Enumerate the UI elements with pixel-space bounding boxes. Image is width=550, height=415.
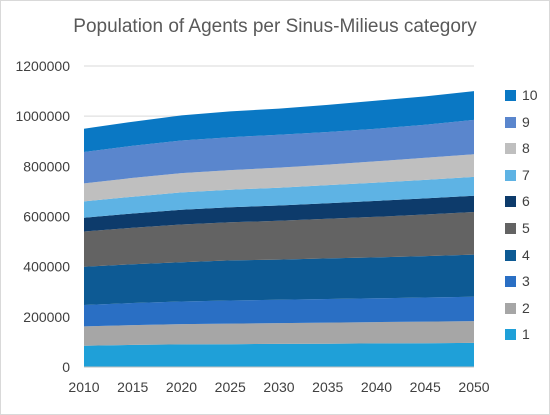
legend-item-8: 8 (505, 140, 550, 168)
y-tick-label: 1200000 (15, 58, 70, 74)
x-tick-label: 2025 (215, 379, 246, 395)
area-series-8 (84, 154, 474, 202)
legend-swatch (505, 329, 516, 341)
x-tick-label: 2040 (361, 379, 392, 395)
y-tick-label: 800000 (23, 158, 70, 174)
legend-swatch (505, 116, 516, 128)
x-tick-label: 2020 (166, 379, 197, 395)
legend-item-2: 2 (505, 299, 550, 328)
x-tick-label: 2050 (458, 379, 489, 395)
legend-label: 3 (522, 273, 530, 290)
legend-label: 8 (522, 140, 530, 157)
legend-swatch (505, 276, 516, 288)
area-series-3 (84, 296, 474, 327)
legend-label: 6 (522, 193, 530, 210)
legend-label: 4 (522, 246, 530, 263)
area-series-4 (84, 254, 474, 305)
area-series-9 (84, 119, 474, 184)
y-tick-label: 400000 (23, 259, 70, 275)
legend-swatch (505, 249, 516, 261)
legend-item-5: 5 (505, 219, 550, 248)
legend-item-1: 1 (505, 326, 550, 354)
legend-label: 9 (522, 113, 530, 130)
legend-label: 2 (522, 299, 530, 316)
area-series-5 (84, 212, 474, 267)
y-tick-label: 600000 (23, 209, 70, 225)
legend-item-9: 9 (505, 113, 550, 142)
y-tick-label: 1000000 (15, 108, 70, 124)
chart-legend: 10 9 8 7 6 5 4 3 2 1 (505, 87, 550, 354)
area-series-1 (84, 342, 474, 367)
area-series-10 (84, 91, 474, 152)
legend-swatch (505, 302, 516, 314)
legend-swatch (505, 143, 516, 155)
area-series-6 (84, 195, 474, 232)
legend-label: 1 (522, 326, 530, 343)
y-tick-label: 0 (62, 359, 70, 375)
y-tick-label: 200000 (23, 309, 70, 325)
legend-item-10: 10 (505, 87, 550, 115)
legend-swatch (505, 222, 516, 234)
legend-swatch (505, 169, 516, 181)
x-tick-label: 2010 (68, 379, 99, 395)
x-tick-label: 2030 (263, 379, 294, 395)
legend-label: 10 (522, 87, 538, 103)
legend-item-3: 3 (505, 273, 550, 301)
x-tick-label: 2035 (312, 379, 343, 395)
area-series-7 (84, 176, 474, 218)
legend-swatch (505, 196, 516, 208)
x-tick-label: 2045 (410, 379, 441, 395)
legend-item-6: 6 (505, 193, 550, 221)
chart-title: Population of Agents per Sinus-Milieus c… (73, 16, 477, 37)
area-series-2 (84, 321, 474, 346)
legend-label: 5 (522, 219, 530, 236)
legend-label: 7 (522, 166, 530, 183)
legend-item-7: 7 (505, 166, 550, 195)
legend-swatch (505, 90, 516, 101)
x-tick-label: 2015 (117, 379, 148, 395)
legend-item-4: 4 (505, 246, 550, 275)
